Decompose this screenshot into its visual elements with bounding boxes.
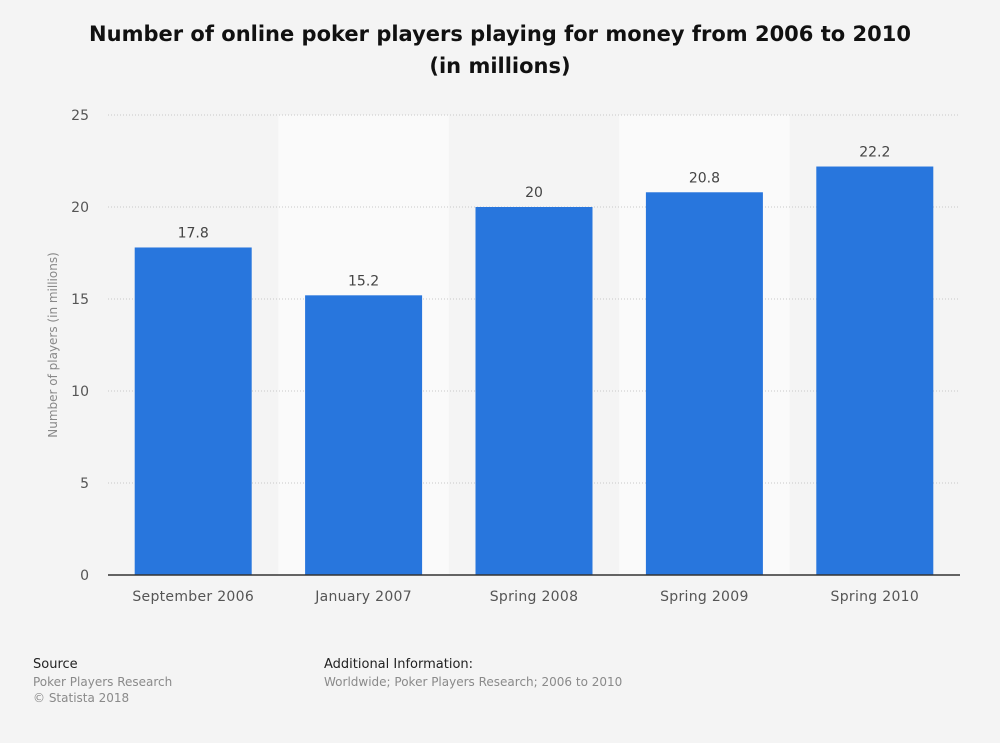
- bar-chart: 17.8 15.2 20 20.8 22.2 0 5 10 15 20 25 September …: [46, 108, 960, 605]
- x-tick-3: Spring 2009: [660, 589, 749, 605]
- chart-title-line-1: Number of online poker players playing f…: [89, 22, 911, 46]
- source-text[interactable]: Poker Players Research: [33, 675, 173, 689]
- bar-4: [816, 166, 934, 575]
- x-tick-labels: September 2006 January 2007 Spring 2008 Spr…: [132, 589, 920, 605]
- y-tick-5: 5: [80, 476, 89, 492]
- value-label-1: 15.2: [348, 273, 379, 289]
- additional-info-text: Worldwide; Poker Players Research; 2006 …: [324, 675, 623, 689]
- x-tick-2: Spring 2008: [490, 589, 579, 605]
- value-label-3: 20.8: [689, 170, 720, 186]
- y-tick-25: 25: [71, 108, 89, 124]
- value-labels: 17.8 15.2 20 20.8 22.2: [178, 145, 891, 290]
- bar-0: [134, 247, 252, 576]
- y-tick-10: 10: [71, 384, 89, 400]
- y-tick-0: 0: [80, 568, 89, 584]
- x-tick-4: Spring 2010: [831, 589, 920, 605]
- y-axis-label: Number of players (in millions): [46, 252, 60, 438]
- x-tick-0: September 2006: [132, 589, 254, 605]
- copyright-text[interactable]: © Statista 2018: [33, 691, 130, 705]
- chart-title-line-2: (in millions): [429, 54, 571, 78]
- y-tick-15: 15: [71, 292, 89, 308]
- additional-info-label: Additional Information:: [324, 657, 474, 672]
- x-tick-1: January 2007: [314, 589, 412, 605]
- bar-2: [475, 207, 593, 575]
- value-label-2: 20: [525, 185, 543, 201]
- bars: [134, 166, 934, 576]
- bar-1: [305, 295, 423, 575]
- y-tick-labels: 0 5 10 15 20 25: [71, 108, 89, 584]
- value-label-0: 17.8: [178, 225, 209, 241]
- chart-title: Number of online poker players playing f…: [50, 18, 950, 82]
- source-label: Source: [33, 657, 78, 672]
- value-label-4: 22.2: [859, 145, 890, 161]
- bar-3: [645, 192, 763, 575]
- y-tick-20: 20: [71, 200, 89, 216]
